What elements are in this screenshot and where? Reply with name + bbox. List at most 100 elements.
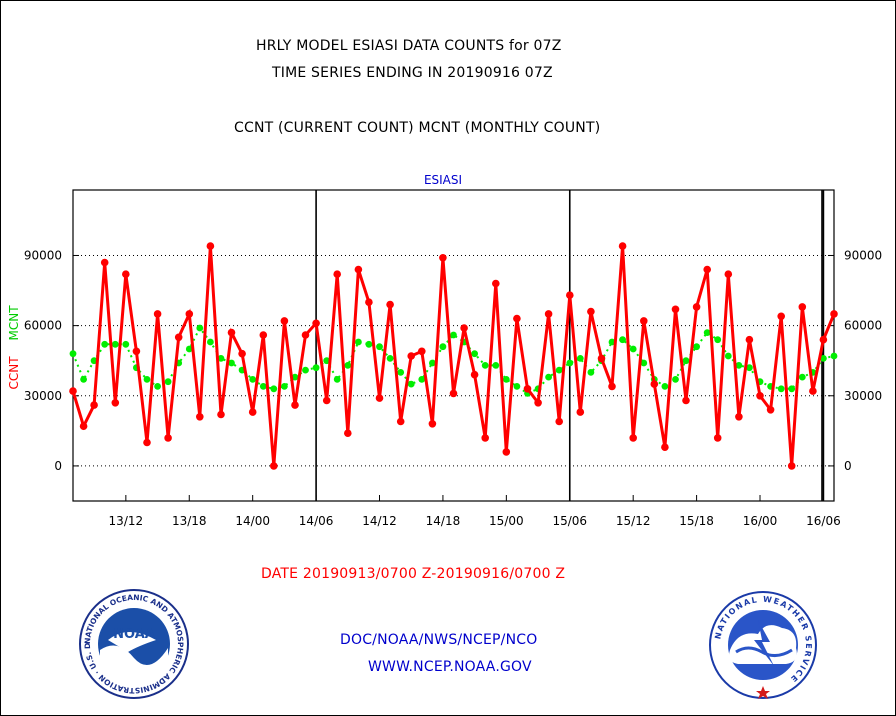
y-tick-label-left: 0	[54, 459, 62, 473]
y-tick-labels-right: 0 30000 60000 90000	[844, 248, 882, 472]
x-tick-label: 14/12	[362, 514, 397, 528]
x-tick-label: 14/00	[235, 514, 270, 528]
series-group	[69, 242, 838, 470]
y-tick-label-left: 90000	[24, 248, 62, 262]
ccnt-point	[396, 417, 405, 426]
chart-title-line1: HRLY MODEL ESIASI DATA COUNTS for 07Z	[256, 38, 562, 54]
ccnt-point	[502, 448, 511, 456]
chart-title-line2: TIME SERIES ENDING IN 20190916 07Z	[272, 65, 553, 81]
ccnt-point	[280, 317, 289, 325]
ccnt-point	[206, 242, 215, 250]
mcnt-point	[788, 385, 796, 393]
mcnt-point	[587, 369, 595, 376]
ccnt-point	[830, 310, 838, 318]
ccnt-point	[301, 331, 310, 339]
mcnt-point	[355, 338, 362, 346]
mcnt-point	[735, 362, 743, 369]
mcnt-point	[703, 329, 711, 336]
mcnt-point	[101, 340, 109, 348]
y-tick-label-right: 0	[844, 459, 852, 473]
ccnt-point	[460, 324, 468, 332]
ccnt-point	[386, 300, 394, 309]
ccnt-point	[608, 382, 616, 391]
ccnt-point	[640, 317, 648, 325]
ccnt-point	[481, 434, 490, 442]
x-tick-labels: 13/12 13/18 14/00 14/06 14/12 14/18 15/00 15/06…	[109, 514, 841, 528]
mcnt-point	[259, 383, 267, 390]
ccnt-point	[143, 438, 151, 447]
x-tick-label: 16/06	[806, 514, 841, 528]
ccnt-point	[576, 408, 585, 416]
mcnt-point	[471, 350, 478, 358]
x-tick-label: 14/18	[426, 514, 461, 528]
ccnt-point	[100, 258, 109, 267]
mcnt-point	[693, 343, 700, 351]
x-tick-label: 15/06	[552, 514, 587, 528]
ccnt-point	[787, 462, 796, 470]
mcnt-point	[333, 376, 341, 383]
ccnt-point	[692, 303, 701, 311]
mcnt-point	[302, 366, 309, 374]
y-tick-label-right: 60000	[844, 319, 882, 333]
ccnt-point	[217, 410, 225, 419]
mcnt-point	[619, 336, 626, 344]
mcnt-point	[714, 336, 722, 344]
y-tick-labels-left: 0 30000 60000 90000	[24, 248, 62, 472]
ccnt-point	[111, 399, 120, 407]
mcnt-point	[122, 340, 130, 348]
plot-area	[72, 189, 835, 502]
noaa-logo: NATIONAL OCEANIC AND ATMOSPHERIC ADMINIS…	[78, 588, 189, 699]
mcnt-point	[672, 376, 679, 383]
x-tick-label: 15/00	[489, 514, 524, 528]
ccnt-point	[682, 396, 690, 405]
ccnt-point	[713, 434, 722, 442]
ccnt-point	[196, 413, 204, 421]
ccnt-point	[69, 387, 77, 395]
mcnt-point	[270, 385, 278, 393]
chart-subtitle: CCNT (CURRENT COUNT) MCNT (MONTHLY COUNT…	[234, 120, 601, 136]
mcnt-point	[830, 352, 838, 360]
mcnt-point	[682, 357, 690, 365]
ccnt-point	[566, 291, 574, 300]
ccnt-point	[809, 387, 817, 395]
mcnt-point	[661, 383, 669, 390]
mcnt-point	[80, 376, 87, 383]
ccnt-point	[375, 394, 384, 402]
mcnt-point	[450, 331, 457, 339]
y-tick-label-right: 90000	[844, 248, 882, 262]
mcnt-point	[281, 383, 288, 390]
ncep-url-link[interactable]: WWW.NCEP.NOAA.GOV	[368, 659, 532, 675]
mcnt-point	[629, 345, 637, 353]
mcnt-point	[777, 385, 785, 393]
ccnt-point	[798, 303, 807, 311]
ccnt-point	[164, 434, 172, 442]
mcnt-point	[576, 355, 584, 362]
ccnt-point	[365, 298, 373, 307]
mcnt-point	[397, 369, 405, 376]
mcnt-point	[820, 355, 827, 362]
ccnt-point	[270, 462, 278, 470]
mcnt-point	[376, 343, 383, 351]
mcnt-point	[608, 338, 616, 346]
ccnt-point	[428, 420, 437, 428]
mcnt-point	[207, 338, 214, 346]
x-tick-label: 13/12	[109, 514, 144, 528]
mcnt-point	[502, 376, 510, 383]
org-path-link[interactable]: DOC/NOAA/NWS/NCEP/NCO	[340, 632, 538, 648]
mcnt-point	[228, 359, 235, 367]
mcnt-point	[566, 359, 574, 367]
ccnt-point	[418, 347, 426, 356]
ccnt-point	[513, 314, 521, 323]
mcnt-point	[344, 362, 352, 369]
ccnt-point	[629, 434, 637, 442]
ccnt-point	[766, 406, 775, 414]
mcnt-point	[492, 362, 500, 369]
ccnt-point	[291, 401, 299, 409]
nws-star-icon	[756, 686, 770, 699]
mcnt-point	[249, 376, 257, 383]
ccnt-point	[132, 347, 141, 356]
ccnt-series-line	[71, 245, 836, 467]
ccnt-point	[703, 265, 711, 274]
x-tick-label: 14/06	[299, 514, 334, 528]
